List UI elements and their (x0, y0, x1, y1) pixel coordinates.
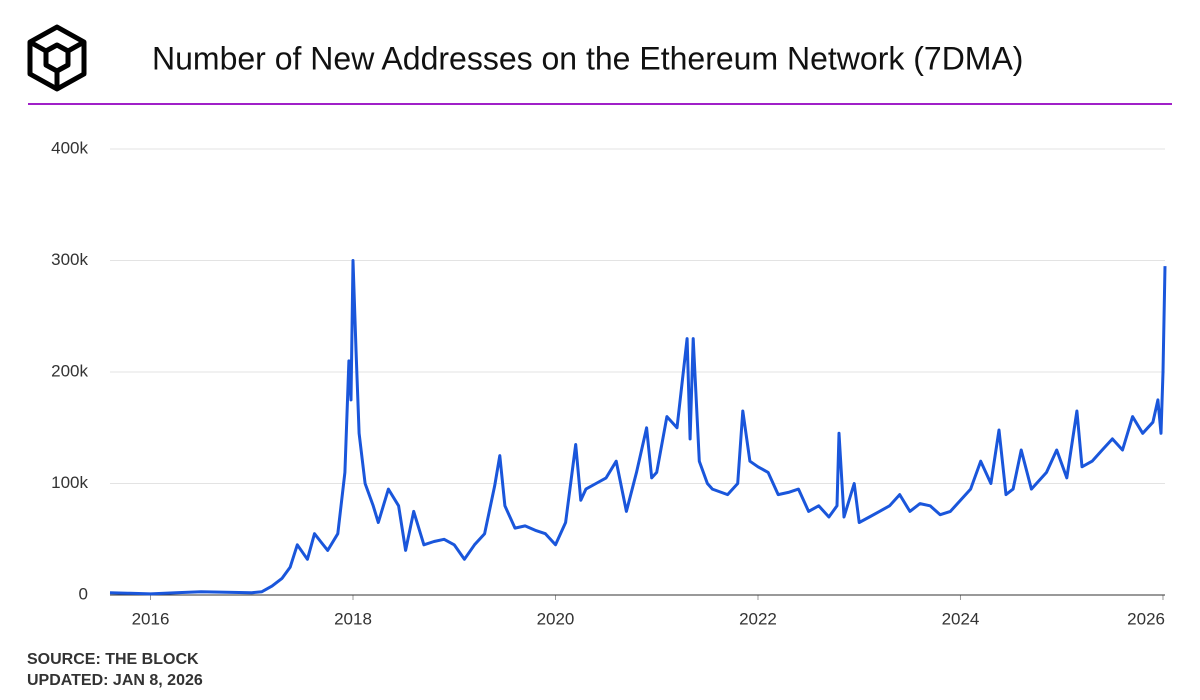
y-tick-label: 100k (51, 473, 88, 492)
x-tick-label: 2018 (334, 609, 372, 628)
x-tick-label: 2016 (132, 609, 170, 628)
chart-title: Number of New Addresses on the Ethereum … (152, 40, 1023, 76)
y-tick-label: 0 (79, 584, 88, 603)
x-tick-label: 2020 (537, 609, 575, 628)
y-tick-label: 400k (51, 138, 88, 157)
x-tick-label: 2022 (739, 609, 777, 628)
y-tick-label: 200k (51, 361, 88, 380)
source: SOURCE: THE BLOCK (27, 651, 199, 668)
y-tick-label: 300k (51, 250, 88, 269)
data-line (109, 259, 1167, 596)
x-tick-label: 2026 (1127, 609, 1165, 628)
x-tick-label: 2024 (942, 609, 980, 628)
updated: UPDATED: JAN 8, 2026 (27, 672, 203, 689)
logo (27, 24, 87, 92)
